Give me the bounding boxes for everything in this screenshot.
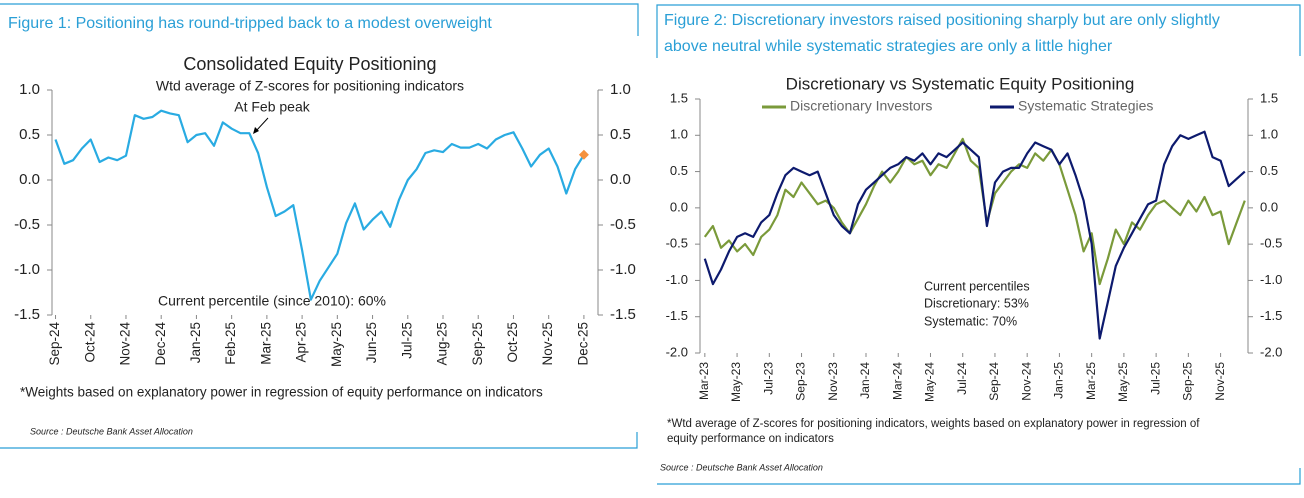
figure-caption: above neutral while systematic strategie… <box>664 38 1113 55</box>
x-tick-label: Nov-24 <box>1019 362 1033 401</box>
source: Source : Deutsche Bank Asset Allocation <box>660 462 823 472</box>
x-tick-label: Aug-25 <box>435 322 450 366</box>
x-tick-label: Sep-24 <box>987 362 1001 401</box>
y-tick-label: 0.5 <box>19 126 40 143</box>
y2-tick-label: -1.5 <box>610 306 636 323</box>
y-tick-label: 1.0 <box>19 81 40 98</box>
x-tick-label: Mar-25 <box>258 322 273 365</box>
legend-label: Discretionary Investors <box>790 98 932 114</box>
y-tick-label: -1.5 <box>14 306 40 323</box>
y-tick-label: 1.5 <box>670 90 688 105</box>
x-tick-label: May-24 <box>923 362 937 402</box>
legend-label: Systematic Strategies <box>1018 98 1153 114</box>
frame <box>656 4 1301 58</box>
footnote: *Wtd average of Z-scores for positioning… <box>667 418 1200 430</box>
x-tick-label: Jan-25 <box>1052 362 1066 399</box>
x-tick-label: Jul-24 <box>955 362 969 395</box>
x-tick-label: Nov-25 <box>540 322 555 366</box>
x-tick-label: Nov-25 <box>1213 362 1227 401</box>
y-tick-label: 0.0 <box>670 199 688 214</box>
x-tick-label: Jul-25 <box>399 322 414 359</box>
figure-caption: Figure 1: Positioning has round-tripped … <box>8 15 492 32</box>
x-tick-label: Nov-23 <box>826 362 840 401</box>
y-tick-label: 0.0 <box>19 171 40 188</box>
chart-title: Discretionary vs Systematic Equity Posit… <box>786 74 1135 93</box>
chart-subtitle: Wtd average of Z-scores for positioning … <box>156 78 464 94</box>
y2-tick-label: -1.5 <box>1260 308 1282 323</box>
x-tick-label: Nov-24 <box>118 322 133 366</box>
y2-tick-label: -1.0 <box>610 261 636 278</box>
y-tick-label: -1.0 <box>666 272 688 287</box>
arrow-head <box>253 127 259 134</box>
y-tick-label: -1.0 <box>14 261 40 278</box>
x-tick-label: Mar-23 <box>697 362 711 400</box>
y2-tick-label: 0.5 <box>1260 163 1278 178</box>
y2-tick-label: 0.0 <box>610 171 631 188</box>
x-tick-label: May-25 <box>1116 362 1130 402</box>
x-tick-label: May-25 <box>329 322 344 367</box>
x-tick-label: Apr-25 <box>294 322 309 363</box>
y2-tick-label: 1.0 <box>1260 127 1278 142</box>
y2-tick-label: 0.5 <box>610 126 631 143</box>
line-series <box>54 109 585 301</box>
x-tick-label: Dec-25 <box>575 322 590 366</box>
x-tick-label: Sep-23 <box>794 362 808 401</box>
y2-tick-label: -0.5 <box>1260 236 1282 251</box>
footnote: *Weights based on explanatory power in r… <box>20 385 543 400</box>
annotation: Discretionary: 53% <box>924 296 1029 310</box>
annotation: Systematic: 70% <box>924 314 1017 328</box>
x-tick-label: Jul-23 <box>761 362 775 395</box>
frame <box>0 3 639 36</box>
x-tick-label: Oct-25 <box>505 322 520 363</box>
footnote: equity performance on indicators <box>667 433 834 445</box>
annotation: Current percentiles <box>924 279 1030 293</box>
x-tick-label: Sep-25 <box>470 322 485 366</box>
y2-tick-label: -2.0 <box>1260 344 1282 359</box>
y2-tick-label: 1.5 <box>1260 90 1278 105</box>
frame <box>0 432 638 449</box>
line-series <box>703 130 1246 340</box>
x-tick-label: Jan-25 <box>188 322 203 363</box>
y-tick-label: -0.5 <box>14 216 40 233</box>
end-marker <box>578 149 589 160</box>
x-tick-label: Mar-25 <box>1084 362 1098 400</box>
frame <box>657 468 1301 485</box>
source: Source : Deutsche Bank Asset Allocation <box>30 426 193 436</box>
x-tick-label: May-23 <box>729 362 743 402</box>
y2-tick-label: 0.0 <box>1260 199 1278 214</box>
x-tick-label: Mar-24 <box>890 362 904 400</box>
annotation: Current percentile (since 2010): 60% <box>158 293 386 309</box>
x-tick-label: Feb-25 <box>223 322 238 365</box>
x-tick-label: Sep-24 <box>47 322 62 366</box>
figure-caption: Figure 2: Discretionary investors raised… <box>664 12 1220 29</box>
arrow <box>255 117 269 132</box>
y2-tick-label: -1.0 <box>1260 272 1282 287</box>
line-series <box>703 137 1246 286</box>
x-tick-label: Oct-24 <box>82 322 97 363</box>
x-tick-label: Jan-24 <box>858 362 872 399</box>
chart-title: Consolidated Equity Positioning <box>183 54 436 74</box>
y-tick-label: -0.5 <box>666 236 688 251</box>
x-tick-label: Jun-25 <box>364 322 379 363</box>
y-tick-label: 0.5 <box>670 163 688 178</box>
y2-tick-label: -0.5 <box>610 216 636 233</box>
y2-tick-label: 1.0 <box>610 81 631 98</box>
x-tick-label: Sep-25 <box>1181 362 1195 401</box>
x-tick-label: Dec-24 <box>153 322 168 366</box>
x-tick-label: Jul-25 <box>1148 362 1162 395</box>
y-tick-label: 1.0 <box>670 127 688 142</box>
y-tick-label: -1.5 <box>666 308 688 323</box>
annotation: At Feb peak <box>234 99 310 115</box>
y-tick-label: -2.0 <box>666 344 688 359</box>
